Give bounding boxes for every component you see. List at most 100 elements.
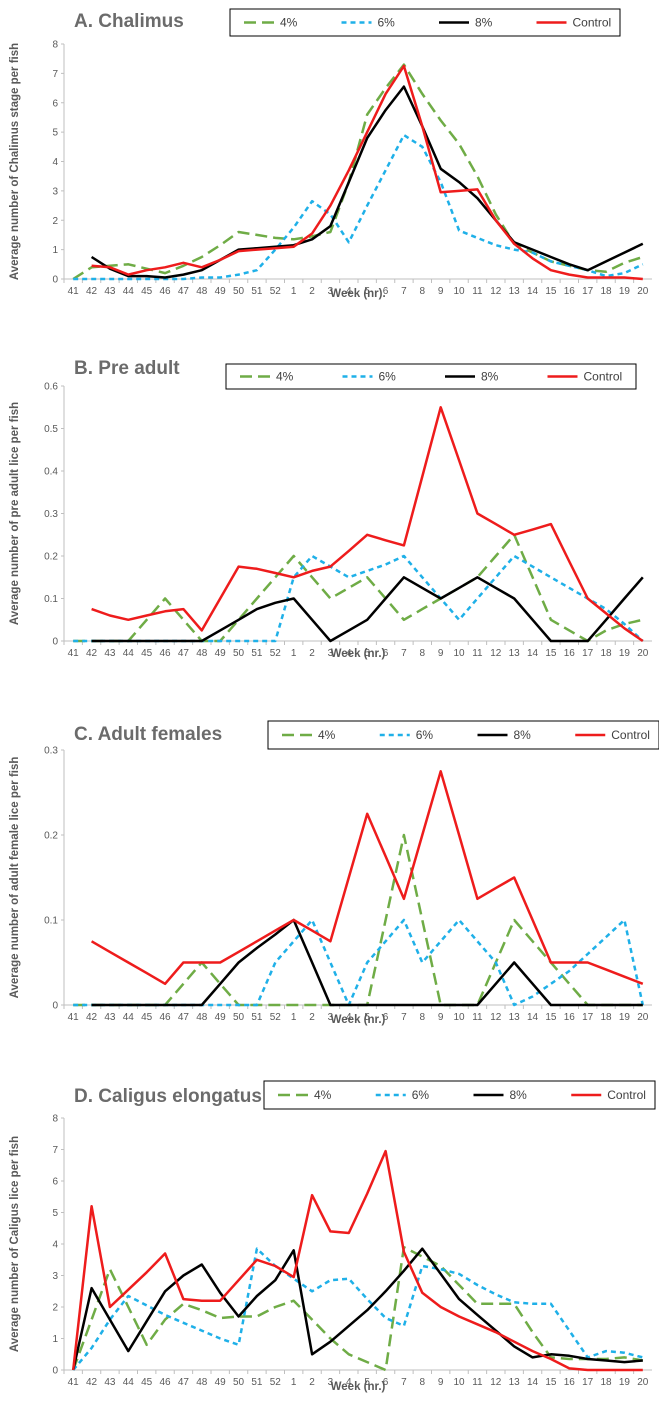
legend-label: 6% bbox=[416, 728, 434, 742]
x-tick-label: 43 bbox=[104, 286, 116, 297]
legend-label: 6% bbox=[379, 370, 397, 384]
y-tick-label: 5 bbox=[52, 1208, 58, 1219]
x-tick-label: 42 bbox=[86, 1377, 98, 1388]
x-tick-label: 5 bbox=[364, 648, 370, 659]
x-tick-label: 47 bbox=[178, 1377, 190, 1388]
x-tick-label: 50 bbox=[233, 1012, 245, 1023]
x-tick-label: 42 bbox=[86, 286, 98, 297]
legend-label: Control bbox=[584, 370, 623, 384]
y-tick-label: 0.1 bbox=[44, 916, 58, 927]
x-tick-label: 7 bbox=[401, 648, 407, 659]
x-tick-label: 11 bbox=[472, 1377, 483, 1388]
x-axis-label: Week (nr.) bbox=[331, 1381, 386, 1393]
x-tick-label: 14 bbox=[527, 1012, 539, 1023]
x-tick-label: 1 bbox=[291, 286, 297, 297]
x-tick-label: 46 bbox=[160, 286, 172, 297]
y-tick-label: 7 bbox=[52, 69, 58, 80]
x-tick-label: 19 bbox=[619, 1012, 631, 1023]
x-tick-label: 6 bbox=[383, 286, 389, 297]
x-tick-label: 12 bbox=[490, 286, 502, 297]
chart-title: D. Caligus elongatus bbox=[74, 1086, 262, 1107]
x-tick-label: 50 bbox=[233, 1377, 245, 1388]
legend-label: Control bbox=[573, 16, 612, 30]
x-tick-label: 15 bbox=[545, 1377, 557, 1388]
x-tick-label: 3 bbox=[328, 648, 334, 659]
x-tick-label: 49 bbox=[215, 286, 227, 297]
x-axis-label: Week (nr). bbox=[330, 288, 385, 300]
x-tick-label: 9 bbox=[438, 1377, 444, 1388]
y-tick-label: 1 bbox=[52, 1334, 58, 1345]
y-tick-label: 0.3 bbox=[44, 509, 58, 520]
x-tick-label: 44 bbox=[123, 286, 135, 297]
x-tick-label: 51 bbox=[251, 648, 263, 659]
x-tick-label: 16 bbox=[564, 286, 576, 297]
x-tick-label: 13 bbox=[509, 1377, 521, 1388]
x-tick-label: 51 bbox=[251, 286, 263, 297]
x-tick-label: 47 bbox=[178, 1012, 190, 1023]
x-tick-label: 8 bbox=[420, 286, 426, 297]
x-tick-label: 10 bbox=[454, 286, 466, 297]
legend-label: 6% bbox=[378, 16, 396, 30]
x-tick-label: 52 bbox=[270, 1377, 282, 1388]
x-tick-label: 49 bbox=[215, 1012, 227, 1023]
x-tick-label: 43 bbox=[104, 648, 116, 659]
x-tick-label: 11 bbox=[472, 648, 483, 659]
y-axis-label: Average number of Chalimus stage per fis… bbox=[9, 43, 21, 280]
legend-label: 4% bbox=[276, 370, 294, 384]
x-tick-label: 46 bbox=[160, 648, 172, 659]
y-tick-label: 6 bbox=[52, 1177, 58, 1188]
y-tick-label: 6 bbox=[52, 98, 58, 109]
x-tick-label: 5 bbox=[364, 1012, 370, 1023]
x-tick-label: 15 bbox=[545, 648, 557, 659]
x-tick-label: 10 bbox=[454, 648, 466, 659]
x-tick-label: 4 bbox=[346, 286, 352, 297]
series-line-1 bbox=[73, 554, 644, 643]
x-tick-label: 48 bbox=[196, 286, 208, 297]
x-tick-label: 13 bbox=[509, 1012, 521, 1023]
series-line-0 bbox=[73, 833, 643, 1007]
x-tick-label: 51 bbox=[251, 1012, 263, 1023]
x-tick-label: 44 bbox=[123, 1377, 135, 1388]
x-tick-label: 52 bbox=[270, 1012, 282, 1023]
y-tick-label: 0 bbox=[52, 1366, 58, 1377]
x-tick-label: 41 bbox=[68, 648, 80, 659]
x-tick-label: 44 bbox=[123, 648, 135, 659]
x-tick-label: 13 bbox=[509, 286, 521, 297]
x-tick-label: 4 bbox=[346, 1012, 352, 1023]
series-line-3 bbox=[91, 64, 643, 281]
chart-title: B. Pre adult bbox=[74, 358, 180, 379]
y-tick-label: 0 bbox=[52, 637, 58, 648]
x-tick-label: 46 bbox=[160, 1012, 172, 1023]
series-line-0 bbox=[72, 1245, 644, 1372]
x-tick-label: 46 bbox=[160, 1377, 172, 1388]
x-tick-label: 10 bbox=[454, 1377, 466, 1388]
series-line-2 bbox=[90, 85, 644, 279]
series-line-2 bbox=[91, 918, 643, 1007]
series-line-3 bbox=[91, 406, 644, 643]
x-tick-label: 3 bbox=[328, 1012, 334, 1023]
x-tick-label: 49 bbox=[215, 648, 227, 659]
x-tick-label: 44 bbox=[123, 1012, 135, 1023]
x-tick-label: 6 bbox=[383, 648, 389, 659]
y-tick-label: 2 bbox=[52, 1303, 58, 1314]
y-axis-label: Average number of pre adult lice per fis… bbox=[9, 402, 21, 625]
y-tick-label: 5 bbox=[52, 128, 58, 139]
x-tick-label: 12 bbox=[490, 1377, 502, 1388]
legend-label: 4% bbox=[280, 16, 298, 30]
x-tick-label: 16 bbox=[564, 648, 576, 659]
series-line-3 bbox=[71, 1149, 643, 1372]
y-tick-label: 0 bbox=[52, 1001, 58, 1012]
x-tick-label: 52 bbox=[270, 648, 282, 659]
x-tick-label: 17 bbox=[582, 286, 594, 297]
x-tick-label: 45 bbox=[141, 648, 153, 659]
x-tick-label: 8 bbox=[420, 648, 426, 659]
series-line-0 bbox=[73, 533, 644, 643]
x-tick-label: 48 bbox=[196, 648, 208, 659]
x-tick-label: 45 bbox=[141, 1012, 153, 1023]
chart-title: C. Adult females bbox=[74, 724, 222, 745]
x-tick-label: 18 bbox=[601, 286, 613, 297]
y-tick-label: 0.6 bbox=[44, 382, 58, 393]
x-tick-label: 41 bbox=[68, 286, 80, 297]
